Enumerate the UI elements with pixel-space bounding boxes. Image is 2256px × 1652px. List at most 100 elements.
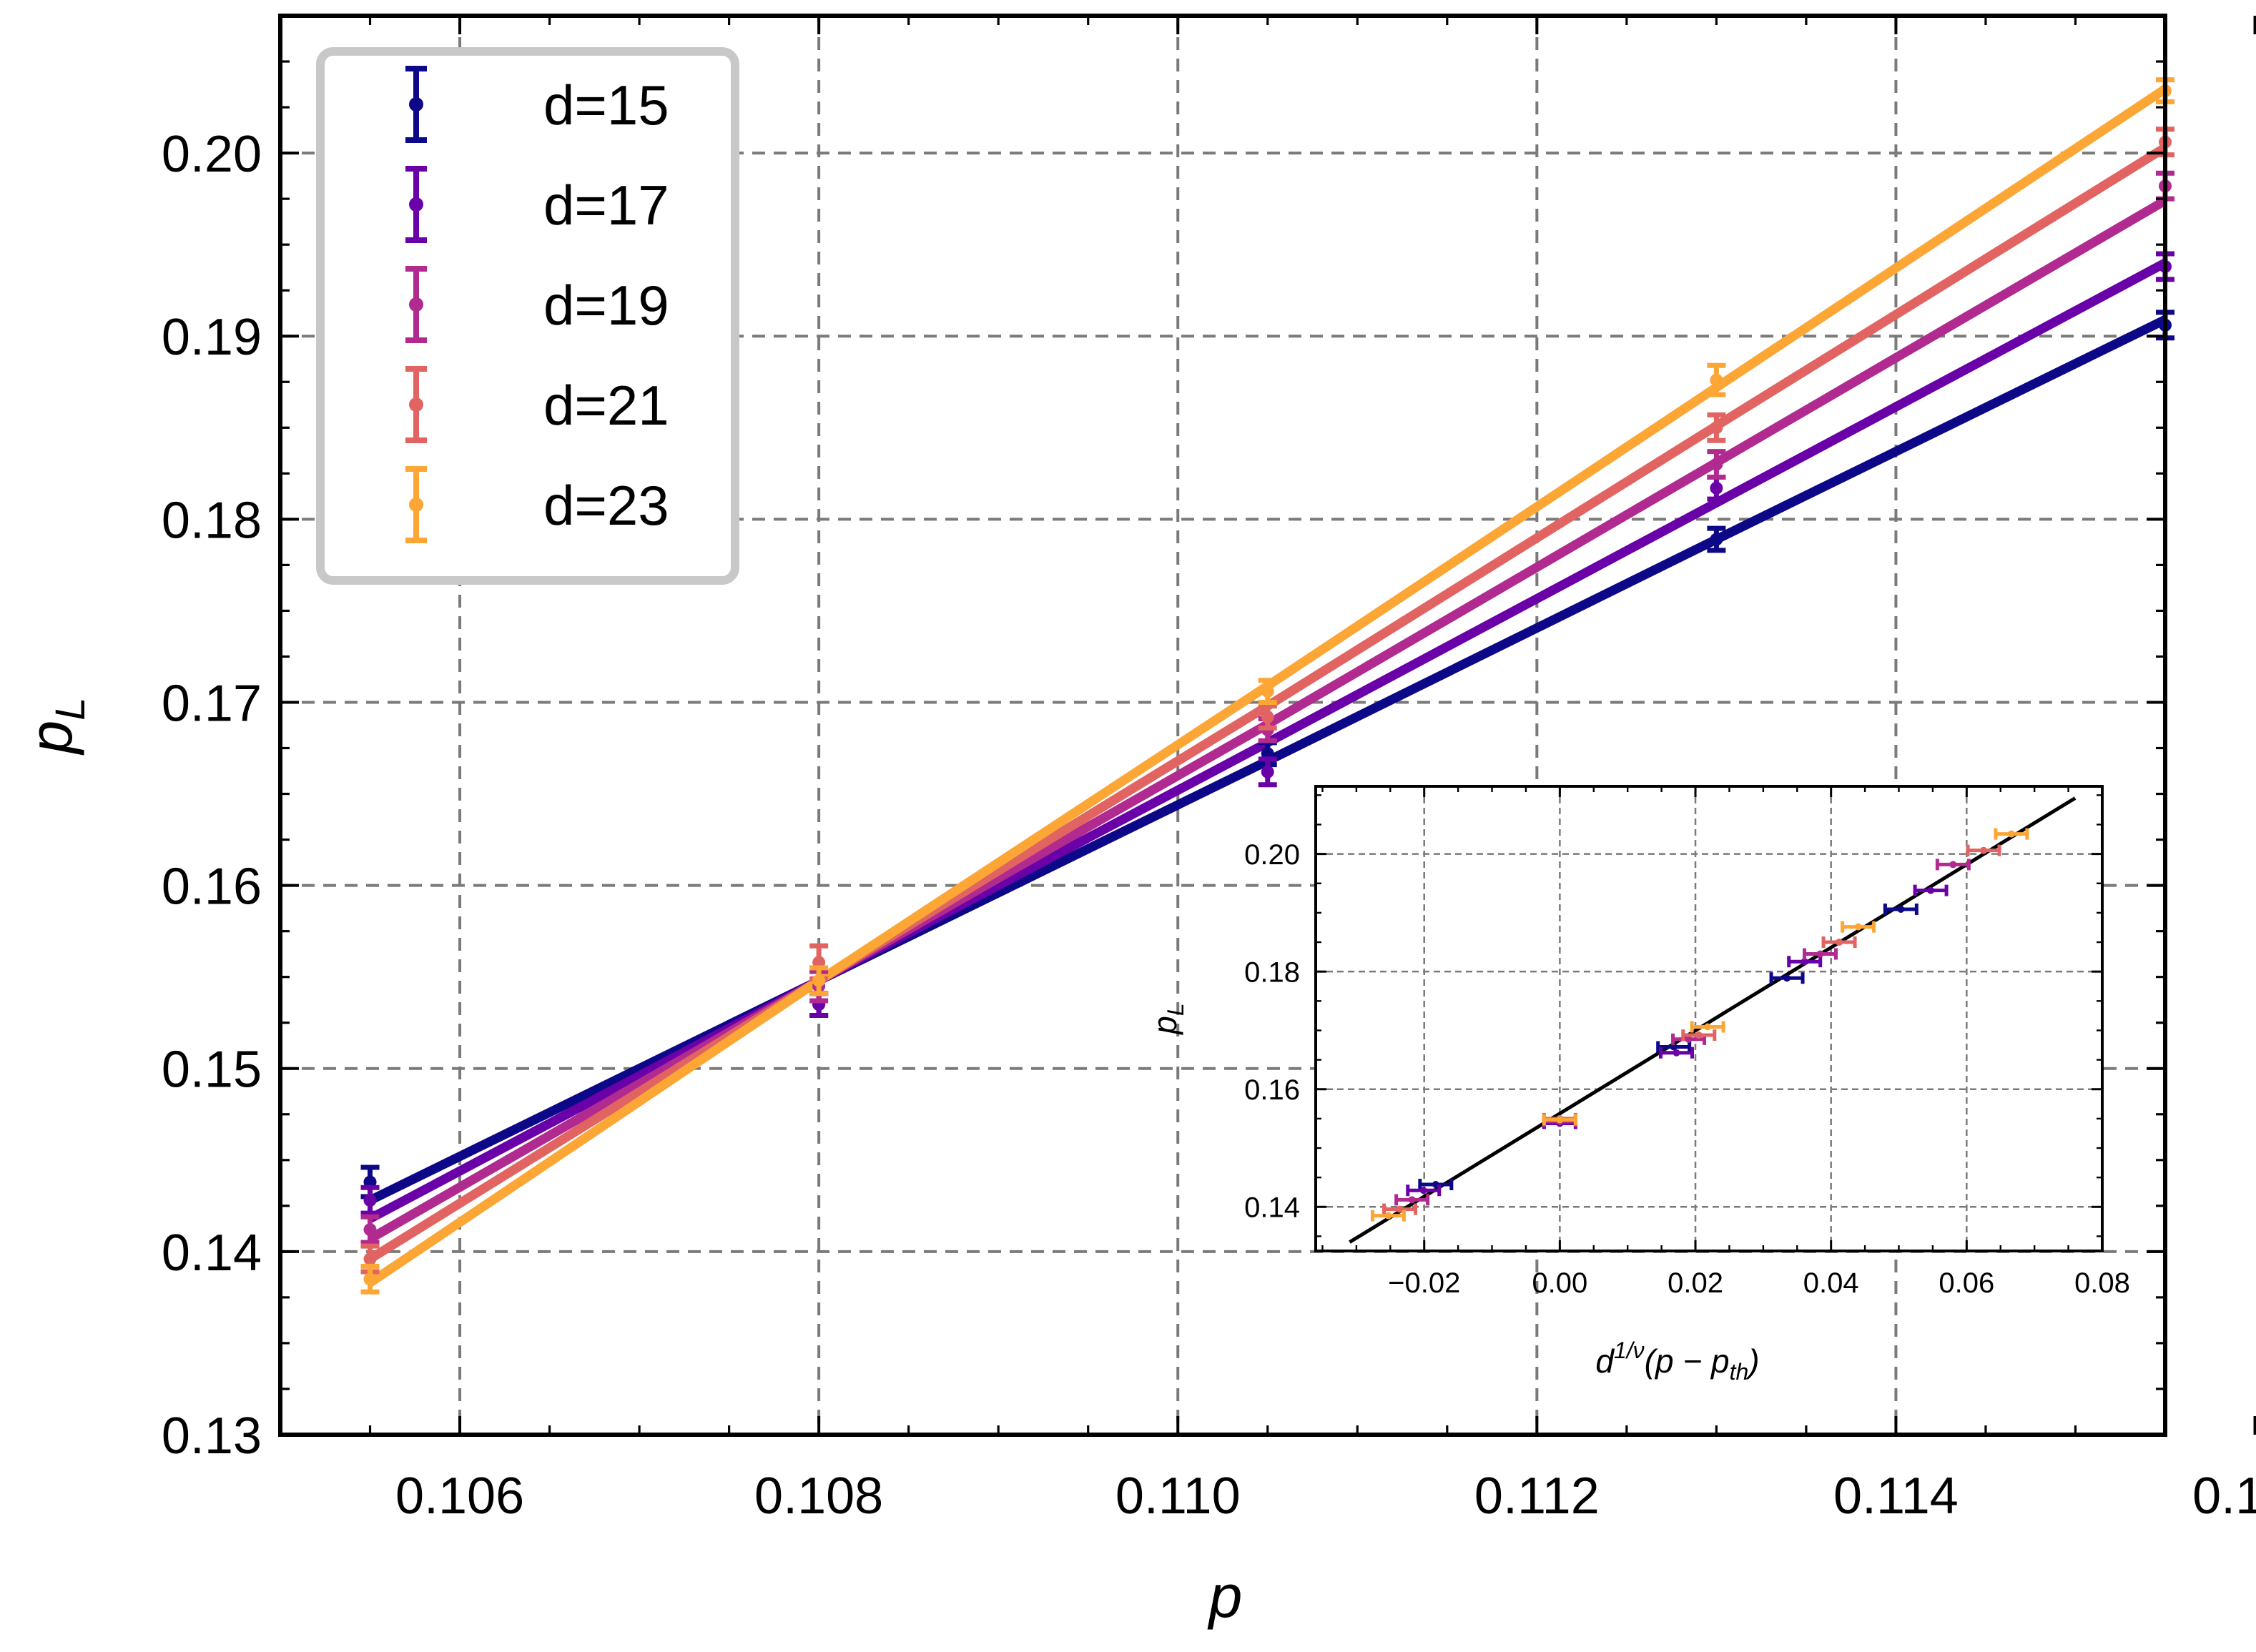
inset-y-axis-title: pL [1146, 1003, 1188, 1035]
main-y-axis-title-sub: L [47, 698, 94, 721]
y-tick-label: 0.16 [1244, 1074, 1300, 1106]
inset-plot-frame [1314, 785, 2104, 1252]
inset-data-point-d=17 [1801, 958, 1808, 966]
main-x-tick-labels: 0.106 0.108 0.110 0.112 0.114 0.116 [395, 1468, 2256, 1525]
x-tick-label: 0.116 [2192, 1468, 2256, 1525]
inset-error-bars [1370, 828, 2029, 1222]
legend-label: d=23 [543, 474, 669, 537]
inset-error-bar-d=19 [1803, 948, 1838, 960]
legend-item-d=21: d=21 [405, 366, 669, 443]
inset-data-point-d=15 [1897, 905, 1905, 913]
data-point-d=19 [1710, 457, 1723, 471]
legend-item-d=15: d=15 [405, 66, 669, 143]
legend-item-d=23: d=23 [405, 466, 669, 543]
inset-error-bar-d=21 [1382, 1203, 1418, 1215]
legend-label: d=19 [543, 274, 669, 337]
error-bar-d=23 [1707, 362, 1726, 397]
inset-fit-line [1349, 796, 2077, 1244]
inset-x-axis-title-close: ) [1745, 1342, 1759, 1380]
inset-data-point-d=15 [1783, 974, 1791, 982]
error-bar-d=23 [809, 965, 829, 996]
inset-error-bar-d=17 [1913, 884, 1949, 896]
inset-error-bar-d=23 [1994, 828, 2029, 840]
data-point-d=21 [1261, 710, 1274, 723]
inset-error-bar-d=17 [1787, 956, 1823, 968]
data-point-d=23 [363, 1272, 377, 1286]
inset-error-bar-d=15 [1418, 1179, 1454, 1191]
inset-error-bar-d=19 [1935, 859, 1971, 871]
inset-data-point-d=15 [1670, 1043, 1678, 1051]
inset-data-point-d=21 [1695, 1032, 1703, 1039]
x-tick-label: 0.110 [1115, 1468, 1241, 1525]
inset-error-bar-d=23 [1370, 1210, 1406, 1222]
main-y-axis-title-main: p [17, 721, 84, 756]
main-x-axis-title: p [1207, 1563, 1243, 1630]
data-point-d=23 [1261, 685, 1274, 698]
data-point-d=23 [812, 974, 826, 987]
y-tick-label: 0.14 [1244, 1192, 1300, 1224]
inset-data-point-d=21 [1980, 846, 1988, 854]
inset-y-axis-title-main: p [1146, 1016, 1183, 1036]
x-tick-label: 0.04 [1803, 1267, 1859, 1299]
inset-error-bar-d=17 [1658, 1047, 1694, 1059]
inset-x-axis-title-paren: (p − p [1645, 1342, 1730, 1380]
error-bar-d=17 [360, 1184, 380, 1216]
legend-label: d=21 [543, 374, 669, 437]
x-tick-label: 0.106 [395, 1468, 524, 1525]
error-bar-d=19 [1707, 449, 1726, 480]
y-tick-label: 0.15 [162, 1042, 262, 1099]
inset-data-point-d=21 [1396, 1205, 1404, 1213]
inset-data-point-d=23 [1556, 1116, 1564, 1124]
inset-data-point-d=19 [1949, 861, 1957, 869]
data-point-d=15 [1710, 533, 1723, 546]
error-bar-d=19 [360, 1214, 380, 1245]
data-point-d=17 [1261, 765, 1274, 778]
x-tick-label: −0.02 [1388, 1267, 1460, 1299]
inset-data-point-d=17 [1673, 1049, 1680, 1057]
main-y-tick-labels: 0.13 0.14 0.15 0.16 0.17 0.18 0.19 0.20 [162, 126, 262, 1465]
inset-x-tick-labels: −0.02 0.00 0.02 0.04 0.06 0.08 [1388, 1267, 2130, 1299]
inset-y-axis-title-sub: L [1163, 1003, 1188, 1016]
x-tick-label: 0.02 [1668, 1267, 1723, 1299]
data-point-d=17 [363, 1194, 377, 1207]
data-point-d=17 [1710, 481, 1723, 495]
legend-frame [316, 47, 739, 585]
main-plot-frame [278, 14, 2167, 1437]
inset-background [1316, 786, 2102, 1251]
main-y-axis-title: pL [17, 698, 94, 756]
inset-error-bar-d=19 [1394, 1194, 1430, 1206]
legend-label: d=17 [543, 174, 669, 237]
error-bar-d=15 [1707, 525, 1726, 553]
inset-data-point-d=17 [1927, 886, 1935, 894]
x-tick-label: 0.108 [754, 1468, 883, 1525]
inset-data-point-d=19 [1685, 1035, 1693, 1043]
inset-data-point-d=23 [1704, 1023, 1712, 1031]
inset-error-bar-d=23 [1690, 1021, 1725, 1033]
inset-error-bar-d=15 [1769, 972, 1805, 984]
inset-data-point-d=23 [1384, 1212, 1392, 1220]
y-tick-label: 0.13 [162, 1408, 262, 1465]
legend: d=15 d=17 d=19 d=21 d=23 [316, 47, 739, 585]
y-tick-label: 0.20 [1244, 839, 1300, 871]
x-tick-label: 0.00 [1532, 1267, 1587, 1299]
data-point-d=21 [363, 1252, 377, 1266]
y-tick-label: 0.18 [1244, 957, 1300, 989]
x-tick-label: 0.08 [2074, 1267, 2130, 1299]
error-bar-d=23 [1258, 678, 1277, 705]
inset-data-point-d=19 [1408, 1196, 1416, 1204]
inset-error-bar-d=23 [1542, 1114, 1577, 1126]
legend-item-d=17: d=17 [405, 166, 669, 243]
data-point-d=23 [1710, 373, 1723, 387]
inset-error-bar-d=21 [1681, 1029, 1717, 1042]
inset-x-axis-title-sup: 1/ν [1614, 1337, 1645, 1363]
inset-data-point-d=23 [2007, 830, 2015, 838]
inset-y-tick-labels: 0.14 0.16 0.18 0.20 [1244, 839, 1300, 1224]
x-tick-label: 0.112 [1474, 1468, 1600, 1525]
y-tick-label: 0.19 [162, 309, 262, 366]
error-bar-d=21 [1258, 703, 1277, 731]
y-tick-label: 0.18 [162, 492, 262, 549]
inset-data-point-d=21 [1836, 939, 1843, 946]
inset-fit-line-path [1349, 796, 2077, 1244]
error-bar-d=17 [1258, 756, 1277, 788]
